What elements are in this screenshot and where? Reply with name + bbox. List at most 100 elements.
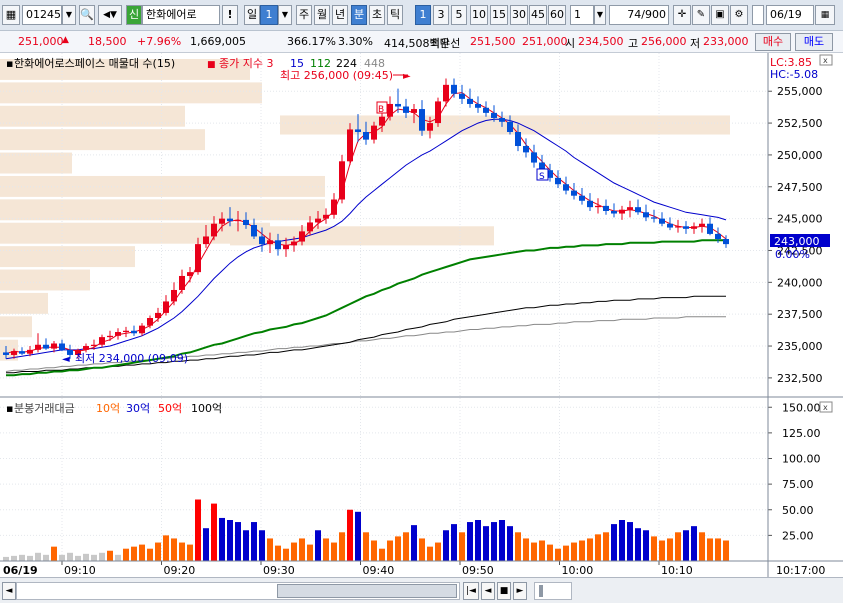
period-tick[interactable]: 틱: [387, 5, 403, 25]
candle-body: [171, 289, 177, 302]
interval-45[interactable]: 45: [529, 5, 547, 25]
candle-body: [283, 245, 289, 250]
open-label: 시: [565, 37, 576, 50]
high-value: 256,000: [641, 35, 687, 48]
candle-body: [323, 214, 329, 219]
volume-bar: [75, 555, 81, 561]
candle-body: [99, 337, 105, 345]
scroll-prev-icon[interactable]: ◄: [481, 582, 495, 600]
volume-bar: [251, 522, 257, 561]
candle-body: [163, 301, 169, 313]
lc-label: LC:3.85: [770, 56, 812, 69]
volume-bar: [483, 526, 489, 561]
rate-value: +7.96%: [137, 35, 182, 48]
panel-close-icon[interactable]: [819, 54, 833, 66]
period-day[interactable]: 일: [244, 5, 260, 25]
volume-bar: [163, 535, 169, 561]
candle-body: [19, 351, 25, 354]
interval-30[interactable]: 30: [510, 5, 528, 25]
price-tick-label: 242,500: [777, 244, 823, 257]
max-label: 최고 256,000 (09:45): [280, 69, 393, 82]
code-dropdown-icon[interactable]: ▼: [62, 5, 76, 25]
volume-bar: [363, 532, 369, 561]
save-icon[interactable]: ▣: [711, 5, 729, 25]
scroll-first-icon[interactable]: |◄: [463, 582, 479, 600]
stock-name[interactable]: 한화에어로: [142, 5, 220, 25]
interval-15[interactable]: 15: [490, 5, 508, 25]
volume-bar: [243, 530, 249, 561]
date-checkbox[interactable]: [752, 5, 764, 25]
stop-icon[interactable]: ■: [497, 582, 511, 600]
speaker-icon[interactable]: ◀▼: [98, 5, 122, 25]
gear-icon[interactable]: ⚙: [730, 5, 748, 25]
profile-band: [0, 82, 262, 104]
volume-bar: [683, 530, 689, 561]
volume-bar: [539, 540, 545, 561]
interval-5[interactable]: 5: [451, 5, 467, 25]
scroll-thumb[interactable]: [277, 584, 457, 598]
candle-body: [267, 240, 273, 245]
zoom-slider[interactable]: [534, 582, 572, 600]
candle-body: [651, 217, 657, 219]
volume-bar: [595, 534, 601, 561]
candle-body: [659, 218, 665, 224]
zoom-handle[interactable]: [539, 585, 543, 597]
candle-body: [587, 200, 593, 208]
chart-area[interactable]: 232,500 235,000 237,500 240,000 242,500 245,0…: [0, 53, 843, 583]
search-icon[interactable]: 🔍: [79, 5, 95, 25]
interval-10[interactable]: 10: [470, 5, 488, 25]
time-tick-label: 10:10: [661, 564, 693, 577]
volume-bar: [611, 524, 617, 561]
sell-marker-box[interactable]: [536, 168, 549, 181]
crosshair-icon[interactable]: ✛: [673, 5, 691, 25]
code-input[interactable]: 012450: [22, 5, 62, 25]
period-dropdown-icon[interactable]: ▼: [278, 5, 292, 25]
volume-bar: [659, 540, 665, 561]
volume-bar: [283, 548, 289, 561]
scroll-track[interactable]: [16, 582, 460, 600]
count-display[interactable]: 74/900: [609, 5, 669, 25]
interval-dropdown-icon[interactable]: ▼: [594, 5, 606, 25]
volume-bars: [3, 499, 729, 561]
scroll-next-icon[interactable]: ►: [513, 582, 527, 600]
interval-1[interactable]: 1: [415, 5, 431, 25]
candle-body: [539, 162, 545, 171]
candle-body: [531, 152, 537, 163]
toolbar: ▦ 012450 ▼ 🔍 ◀▼ 신 한화에어로 ! 일 1 ▼ 주 월 년 분 …: [0, 0, 843, 31]
interval-3[interactable]: 3: [433, 5, 449, 25]
candle-body: [379, 116, 385, 126]
date-input[interactable]: 06/19: [766, 5, 814, 25]
volume-bar: [467, 522, 473, 561]
tools-icon[interactable]: ✎: [692, 5, 710, 25]
ma-line-224: [6, 295, 726, 374]
volume-bar: [579, 540, 585, 561]
period-second[interactable]: 초: [369, 5, 385, 25]
warning-button[interactable]: !: [222, 5, 238, 25]
vol-panel-close-icon[interactable]: [819, 401, 833, 413]
volume-bar: [35, 552, 41, 561]
period-month[interactable]: 월: [314, 5, 330, 25]
period-year[interactable]: 년: [332, 5, 348, 25]
period-week[interactable]: 주: [296, 5, 312, 25]
volume-bar: [651, 536, 657, 561]
ma-dot-icon: ■: [207, 60, 216, 70]
scroll-left-icon[interactable]: ◄: [2, 582, 16, 600]
profile-band: [0, 316, 32, 338]
calendar-icon[interactable]: ▦: [815, 5, 835, 25]
buy-marker-box[interactable]: [376, 101, 388, 114]
candle-body: [603, 205, 609, 211]
candle-body: [219, 218, 225, 224]
grid-icon[interactable]: ▦: [2, 5, 20, 25]
interval-input[interactable]: 1: [570, 5, 594, 25]
profile-band: [0, 292, 48, 314]
buy-button[interactable]: 매수: [755, 33, 791, 51]
interval-60[interactable]: 60: [548, 5, 566, 25]
volume-bar: [699, 532, 705, 561]
volume-tick-label: 75.00: [782, 478, 814, 491]
vol-dot-icon: ▪: [6, 402, 13, 415]
period-count[interactable]: 1: [260, 5, 278, 25]
period-minute[interactable]: 분: [351, 5, 367, 25]
volume-bar: [715, 538, 721, 561]
candle-body: [715, 233, 721, 240]
sell-button[interactable]: 매도: [795, 33, 833, 51]
